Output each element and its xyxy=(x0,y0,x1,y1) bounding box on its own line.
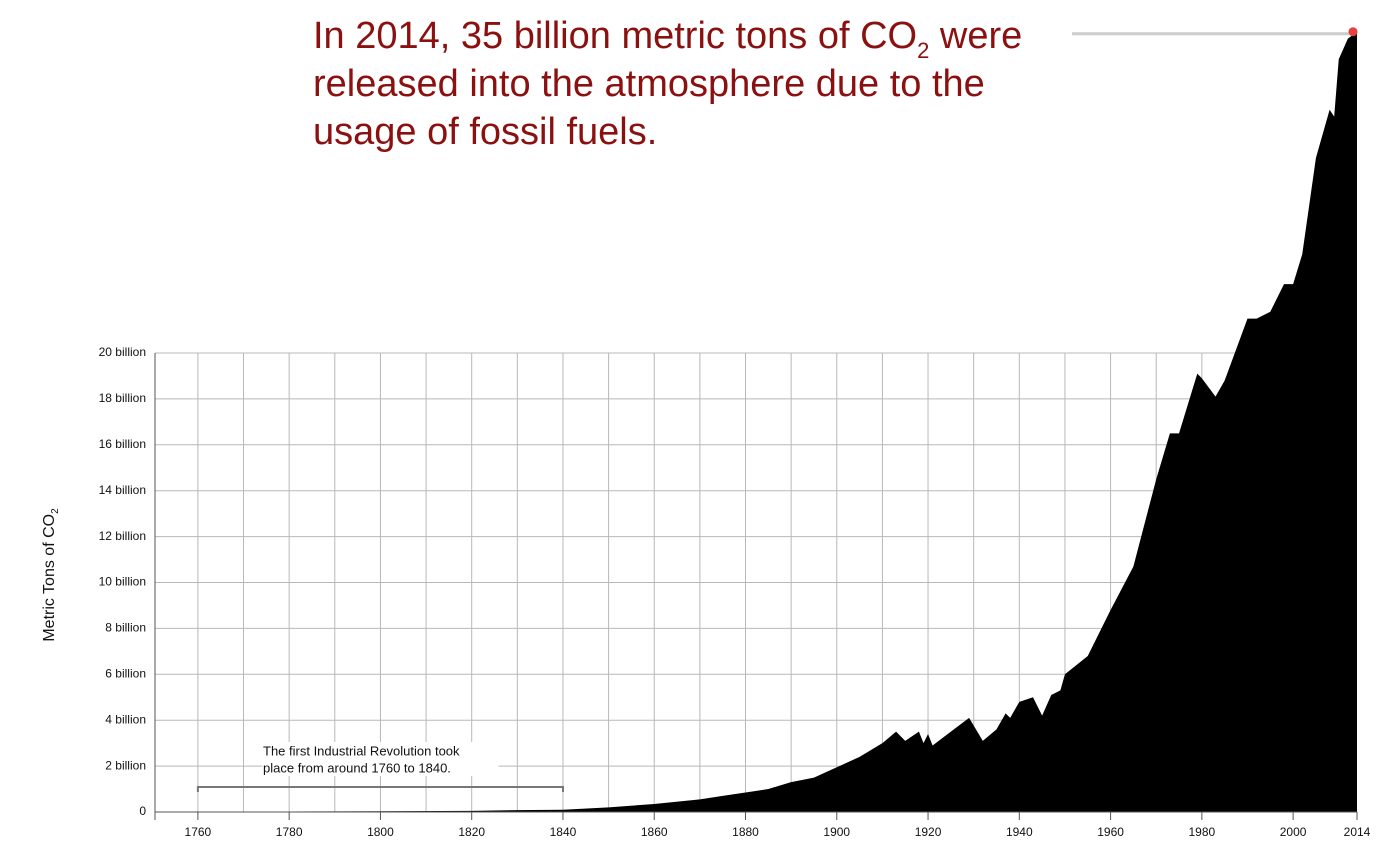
headline-line: In 2014, 35 billion metric tons of CO2 w… xyxy=(313,15,1022,63)
x-tick-label: 1860 xyxy=(641,825,668,839)
x-tick-label: 1820 xyxy=(458,825,485,839)
x-tick-label: 1940 xyxy=(1006,825,1033,839)
x-tick-label: 2000 xyxy=(1280,825,1307,839)
annotation-bracket xyxy=(196,786,564,792)
area xyxy=(156,31,1358,812)
headline-line: released into the atmosphere due to the xyxy=(313,63,985,105)
headline-text: In 2014, 35 billion metric tons of CO xyxy=(313,15,917,57)
y-tick-label: 14 billion xyxy=(99,483,146,497)
annotation-background xyxy=(262,742,499,776)
x-tick-label: 1840 xyxy=(550,825,577,839)
highlight-point xyxy=(1348,27,1358,37)
y-axis-label-text: Metric Tons of CO xyxy=(41,514,58,642)
annotation-text: place from around 1760 to 1840. xyxy=(263,760,451,775)
y-tick-label: 4 billion xyxy=(105,712,146,726)
y-tick-label: 8 billion xyxy=(105,621,146,635)
x-tick-label: 2014 xyxy=(1344,825,1371,839)
y-tick-label: 6 billion xyxy=(105,666,146,680)
y-tick-label: 20 billion xyxy=(99,345,146,359)
x-tick-label: 1780 xyxy=(276,825,303,839)
headline-text: were xyxy=(929,15,1022,57)
y-axis-label: Metric Tons of CO2 xyxy=(41,508,60,642)
y-tick-label: 12 billion xyxy=(99,529,146,543)
x-tick-label: 1960 xyxy=(1097,825,1124,839)
y-tick-label: 16 billion xyxy=(99,437,146,451)
x-tick-label: 1800 xyxy=(367,825,394,839)
x-tick-label: 1760 xyxy=(185,825,212,839)
y-tick-label: 0 xyxy=(139,804,146,818)
y-axis-label-subscript: 2 xyxy=(50,508,61,514)
x-tick-label: 1880 xyxy=(732,825,759,839)
x-tick-label: 1900 xyxy=(823,825,850,839)
x-tick-label: 1980 xyxy=(1188,825,1215,839)
x-tick-label: 1920 xyxy=(915,825,942,839)
headline-subscript: 2 xyxy=(917,38,929,63)
headline: In 2014, 35 billion metric tons of CO2 w… xyxy=(313,15,1022,153)
y-tick-label: 2 billion xyxy=(105,758,146,772)
y-tick-label: 10 billion xyxy=(99,575,146,589)
y-tick-label: 18 billion xyxy=(99,391,146,405)
headline-line: usage of fossil fuels. xyxy=(313,111,657,153)
annotation-text: The first Industrial Revolution took xyxy=(263,743,460,758)
